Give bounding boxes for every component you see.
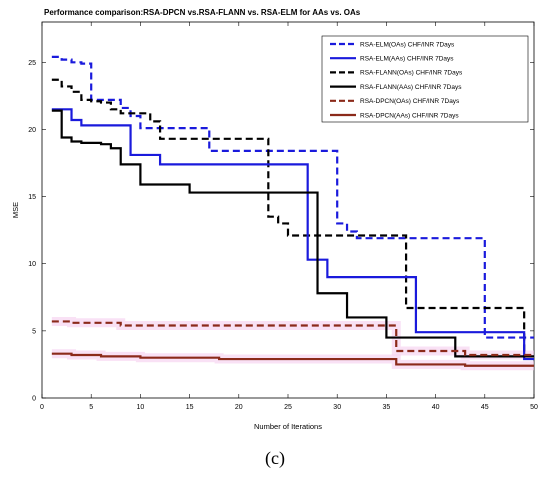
x-tick-label: 15 xyxy=(186,404,194,411)
legend-entry: RSA-FLANN(OAs) CHF/INR 7Days xyxy=(360,70,463,77)
y-tick-label: 0 xyxy=(32,396,36,403)
series-line-2 xyxy=(51,78,534,358)
x-tick-label: 0 xyxy=(40,404,44,411)
x-tick-label: 10 xyxy=(137,404,145,411)
series-line-4 xyxy=(51,320,534,357)
x-tick-label: 50 xyxy=(530,404,538,411)
chart-title: Performance comparison:RSA-DPCN vs.RSA-F… xyxy=(44,8,361,17)
y-axis-ticks: 0 5 10 15 20 25 xyxy=(28,60,534,403)
x-tick-label: 25 xyxy=(284,404,292,411)
legend-entry: RSA-ELM(AAs) CHF/INR 7Days xyxy=(360,56,454,63)
series-lines xyxy=(51,55,534,371)
x-axis-label: Number of Iterations xyxy=(254,422,322,431)
x-tick-label: 20 xyxy=(235,404,243,411)
x-tick-label: 45 xyxy=(481,404,489,411)
x-tick-label: 5 xyxy=(89,404,93,411)
legend-entry: RSA-ELM(OAs) CHF/INR 7Days xyxy=(360,41,455,48)
y-tick-label: 10 xyxy=(28,261,36,268)
legend-box xyxy=(321,35,529,123)
legend-entry: RSA-DPCN(AAs) CHF/INR 7Days xyxy=(360,112,459,119)
y-tick-label: 20 xyxy=(28,127,36,134)
x-tick-label: 40 xyxy=(432,404,440,411)
x-tick-label: 35 xyxy=(383,404,391,411)
legend-entry: RSA-DPCN(OAs) CHF/INR 7Days xyxy=(360,98,460,105)
figure-caption: (c) xyxy=(265,448,285,469)
x-tick-label: 30 xyxy=(333,404,341,411)
legend-entry: RSA-FLANN(AAs) CHF/INR 7Days xyxy=(360,84,462,91)
series-line-3 xyxy=(51,109,534,358)
series-line-5 xyxy=(51,352,534,367)
series-line-1 xyxy=(51,108,534,361)
x-axis-ticks: 0 5 10 15 20 25 30 35 40 45 50 xyxy=(40,22,538,411)
y-tick-label: 5 xyxy=(32,328,36,335)
y-tick-label: 15 xyxy=(28,194,36,201)
y-tick-label: 25 xyxy=(28,60,36,67)
y-axis-label: MSE xyxy=(11,202,20,218)
legend: RSA-ELM(OAs) CHF/INR 7Days RSA-ELM(AAs) C… xyxy=(321,35,529,123)
series-line-0 xyxy=(51,55,534,339)
